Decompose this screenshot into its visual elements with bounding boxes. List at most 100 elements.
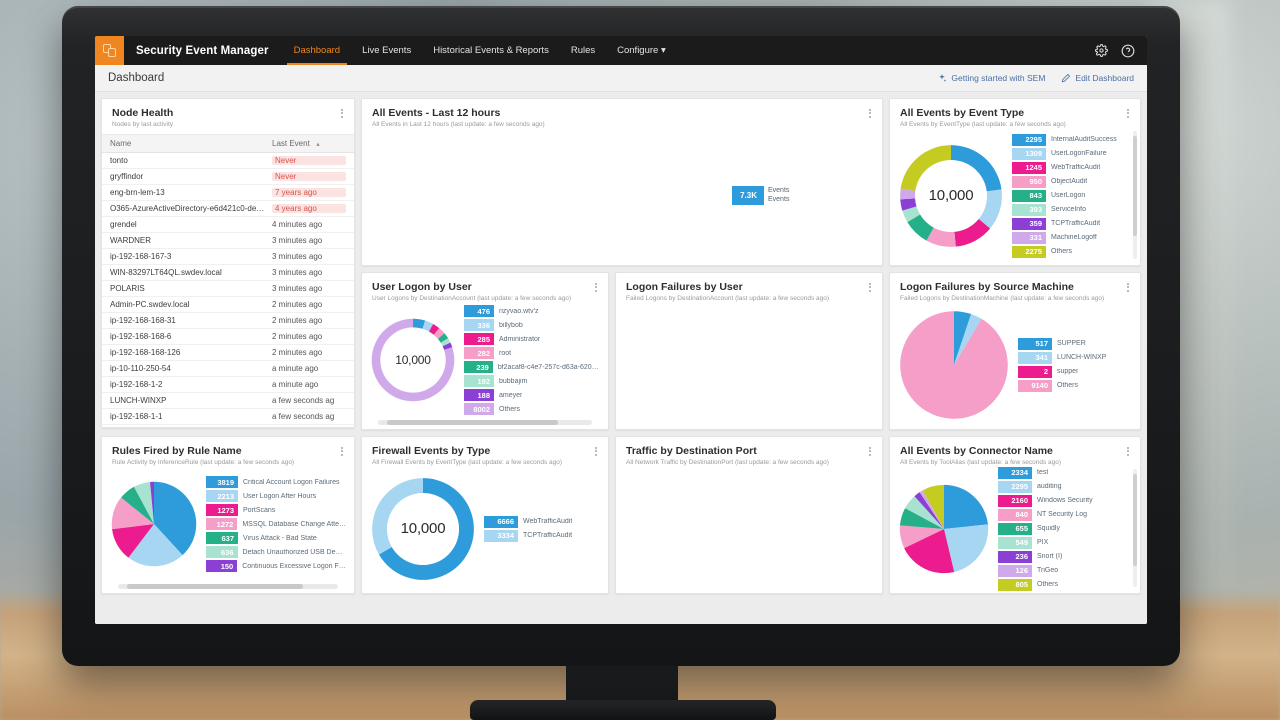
legend-item[interactable]: 805 Others bbox=[998, 578, 1132, 591]
table-row[interactable]: WIN-83297LT64QL.swdev.local 3 minutes ago bbox=[102, 265, 354, 282]
panel-menu-icon[interactable] bbox=[865, 281, 875, 293]
legend-item[interactable]: 2213 User Logon After Hours bbox=[206, 490, 346, 503]
panel-menu-icon[interactable] bbox=[865, 445, 875, 457]
panel-menu-icon[interactable] bbox=[865, 107, 875, 119]
legend-item[interactable]: 637 Virus Attack - Bad State bbox=[206, 532, 346, 545]
legend-item[interactable]: 282 root bbox=[464, 347, 600, 360]
legend-item[interactable]: 2334 test bbox=[998, 466, 1132, 479]
legend-scrollbar[interactable] bbox=[1133, 131, 1137, 259]
legend-scrollbar[interactable] bbox=[1133, 469, 1137, 587]
pie-slice[interactable] bbox=[900, 144, 951, 191]
pie-slice[interactable] bbox=[900, 310, 1008, 419]
pie-slice[interactable] bbox=[907, 214, 934, 241]
legend-item[interactable]: 636 Detach Unauthorized USB Device bbox=[206, 546, 346, 559]
legend-item[interactable]: 2160 Windows Security bbox=[998, 494, 1132, 507]
pie-slice[interactable] bbox=[902, 205, 921, 222]
edit-dashboard-button[interactable]: Edit Dashboard bbox=[1061, 73, 1134, 83]
pie-slice[interactable] bbox=[919, 489, 944, 529]
table-row[interactable]: WARDNER 3 minutes ago bbox=[102, 233, 354, 250]
table-row[interactable]: tonto Never bbox=[102, 153, 354, 170]
legend-item[interactable]: 6666 WebTrafficAudit bbox=[484, 515, 600, 528]
legend-item[interactable]: 476 rizyvao.wtv'z bbox=[464, 305, 600, 318]
nav-item-dashboard[interactable]: Dashboard bbox=[283, 36, 351, 65]
table-row[interactable]: ip-10-110-250-54 a minute ago bbox=[102, 361, 354, 378]
legend-item[interactable]: 840 NT Security Log bbox=[998, 508, 1132, 521]
legend-item[interactable]: 236 Snort (I) bbox=[998, 550, 1132, 563]
pie-slice[interactable] bbox=[954, 310, 972, 365]
panel-menu-icon[interactable] bbox=[1123, 445, 1133, 457]
legend-item[interactable]: 655 Squidly bbox=[998, 522, 1132, 535]
panel-menu-icon[interactable] bbox=[337, 445, 347, 457]
pie-slice[interactable] bbox=[111, 497, 154, 530]
nav-item-live-events[interactable]: Live Events bbox=[362, 45, 412, 56]
legend-item[interactable]: 192 bubbajim bbox=[464, 375, 600, 388]
nav-item-historical-events-reports[interactable]: Historical Events & Reports bbox=[433, 45, 549, 56]
legend-item[interactable]: 3334 TCPTrafficAudit bbox=[484, 529, 600, 542]
table-row[interactable]: ip-192-168-168-126 2 minutes ago bbox=[102, 345, 354, 362]
pie-slice[interactable] bbox=[112, 524, 154, 558]
legend-item[interactable]: 843 UserLogon bbox=[1012, 189, 1132, 202]
table-row[interactable]: ip-192-168-168-6 2 minutes ago bbox=[102, 329, 354, 346]
app-logo[interactable] bbox=[95, 36, 124, 65]
legend-item[interactable]: 1309 UserLogonFailure bbox=[1012, 147, 1132, 160]
nav-item-configure[interactable]: Configure ▾ bbox=[617, 45, 666, 56]
help-circle-icon[interactable] bbox=[1120, 43, 1135, 58]
legend-item[interactable]: 3819 Critical Account Logon Failures bbox=[206, 476, 346, 489]
legend-item[interactable]: 1273 PortScans bbox=[206, 504, 346, 517]
pie-slice[interactable] bbox=[954, 313, 982, 365]
pie-slice[interactable] bbox=[150, 481, 154, 525]
panel-menu-icon[interactable] bbox=[1123, 107, 1133, 119]
legend-item[interactable]: 359 TCPTrafficAudit bbox=[1012, 217, 1132, 230]
pie-slice[interactable] bbox=[905, 495, 944, 529]
legend-item[interactable]: 126 TriGeo bbox=[998, 564, 1132, 577]
legend-item[interactable]: 8002 Others bbox=[464, 403, 600, 416]
pie-slice[interactable] bbox=[128, 524, 183, 567]
pie-slice[interactable] bbox=[926, 227, 956, 247]
table-row[interactable]: ip-192-168-1-2 a minute ago bbox=[102, 377, 354, 394]
legend-scrollbar-horizontal[interactable] bbox=[118, 584, 338, 589]
table-row[interactable]: ip-192-168-167-3 3 minutes ago bbox=[102, 249, 354, 266]
panel-menu-icon[interactable] bbox=[337, 107, 347, 119]
table-row[interactable]: gryffindor Never bbox=[102, 169, 354, 186]
legend-item[interactable]: 239 bf2acaf8-c4e7-257c-d63a-6200afe bbox=[464, 361, 600, 374]
column-header-last-event[interactable]: Last Event ▲ bbox=[272, 139, 321, 149]
pie-slice[interactable] bbox=[133, 481, 154, 525]
pie-slice[interactable] bbox=[944, 523, 989, 572]
legend-scrollbar-horizontal[interactable] bbox=[378, 420, 592, 425]
legend-item[interactable]: 1272 MSSQL Database Change Attemp bbox=[206, 518, 346, 531]
table-row[interactable]: POLARIS 3 minutes ago bbox=[102, 281, 354, 298]
legend-item[interactable]: 9140 Others bbox=[1018, 379, 1132, 392]
pie-slice[interactable] bbox=[904, 528, 955, 573]
pie-slice[interactable] bbox=[899, 507, 944, 529]
legend-item[interactable]: 549 PIX bbox=[998, 536, 1132, 549]
pie-slice[interactable] bbox=[440, 338, 451, 347]
pie-slice[interactable] bbox=[422, 320, 434, 332]
pie-slice[interactable] bbox=[951, 144, 1002, 191]
pie-slice[interactable] bbox=[978, 188, 1002, 229]
pie-slice[interactable] bbox=[899, 524, 944, 548]
table-row[interactable]: O365-AzureActiveDirectory-e6d421c0-debd-… bbox=[102, 201, 354, 218]
pie-slice[interactable] bbox=[944, 484, 988, 529]
table-row[interactable]: Admin-PC.swdev.local 2 minutes ago bbox=[102, 297, 354, 314]
legend-item[interactable]: 150 Continuous Excessive Logon Fails bbox=[206, 560, 346, 573]
legend-item[interactable]: 1245 WebTrafficAudit bbox=[1012, 161, 1132, 174]
table-row[interactable]: grendel 4 minutes ago bbox=[102, 217, 354, 234]
table-row[interactable]: ip-192-168-168-31 2 minutes ago bbox=[102, 313, 354, 330]
pie-slice[interactable] bbox=[442, 342, 453, 350]
pie-slice[interactable] bbox=[437, 333, 449, 343]
legend-item[interactable]: 285 Administrator bbox=[464, 333, 600, 346]
pie-slice[interactable] bbox=[914, 491, 944, 529]
getting-started-link[interactable]: Getting started with SEM bbox=[937, 73, 1045, 83]
pie-slice[interactable] bbox=[428, 324, 440, 335]
pie-slice[interactable] bbox=[900, 197, 917, 211]
pie-slice[interactable] bbox=[154, 481, 197, 556]
table-row[interactable]: ip-192-168-1-1 a few seconds ag bbox=[102, 409, 354, 426]
legend-item[interactable]: 950 ObjectAudit bbox=[1012, 175, 1132, 188]
pie-slice[interactable] bbox=[413, 318, 426, 329]
pie-slice[interactable] bbox=[900, 188, 916, 199]
legend-item[interactable]: 341 LUNCH-WINXP bbox=[1018, 351, 1132, 364]
column-header-name[interactable]: Name bbox=[110, 139, 132, 149]
nav-item-rules[interactable]: Rules bbox=[570, 45, 596, 56]
legend-item[interactable]: 517 SUPPER bbox=[1018, 337, 1132, 350]
gear-icon[interactable] bbox=[1094, 43, 1109, 58]
